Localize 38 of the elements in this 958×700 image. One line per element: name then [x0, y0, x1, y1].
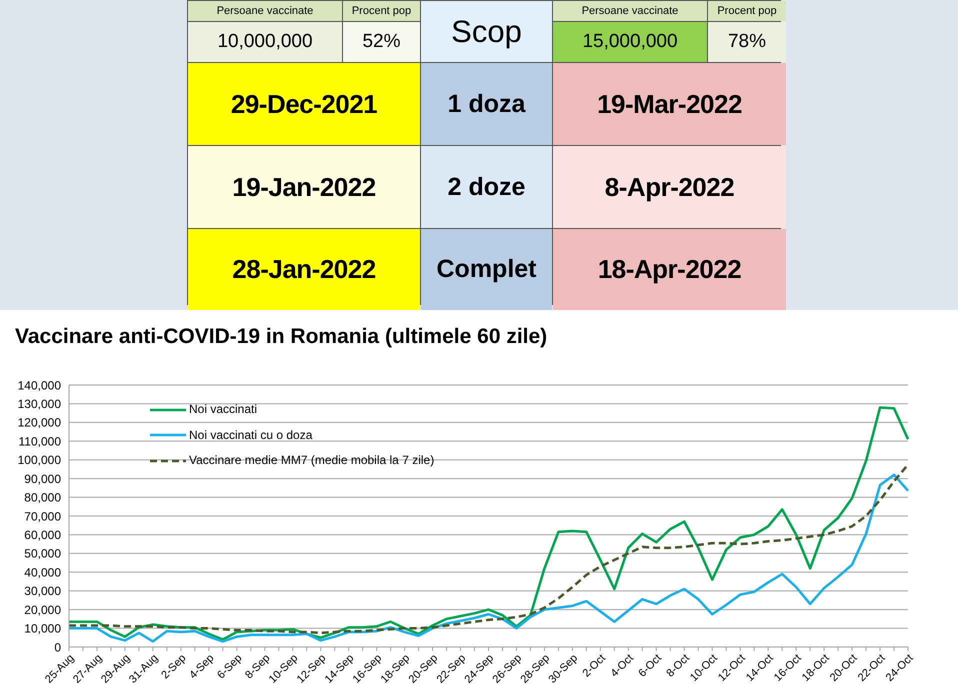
y-tick-label: 0 — [54, 640, 62, 654]
y-tick-label: 20,000 — [24, 602, 62, 617]
y-tick-label: 60,000 — [24, 528, 62, 542]
legend-label: Noi vaccinati cu o doza — [189, 426, 312, 444]
y-tick-label: 50,000 — [24, 546, 62, 561]
text: 52% — [362, 31, 401, 53]
text: Procent pop — [717, 5, 777, 17]
text: Persoane vaccinate — [582, 5, 678, 17]
y-tick-label: 120,000 — [18, 416, 62, 430]
y-tick-label: 70,000 — [24, 509, 62, 524]
text: 8-Apr-2022 — [604, 172, 734, 202]
text: Scop — [451, 14, 522, 50]
y-tick-label: 10,000 — [24, 622, 62, 636]
text: 28-Jan-2022 — [232, 254, 376, 285]
y-tick-label: 130,000 — [18, 396, 62, 411]
text: 1 doza — [448, 90, 526, 118]
y-tick-label: 140,000 — [18, 378, 62, 392]
legend-label: Vaccinare medie MM7 (medie mobila la 7 zile) — [189, 452, 434, 469]
y-tick-label: 100,000 — [18, 453, 62, 468]
text: Persoane vaccinate — [216, 5, 314, 17]
text: 29-Dec-2021 — [230, 88, 378, 120]
text: 2 doze — [448, 172, 526, 202]
y-tick-label: 30,000 — [24, 584, 62, 598]
text: 18-Apr-2022 — [598, 254, 742, 285]
text: Procent pop — [352, 5, 412, 17]
chart-title: Vaccinare anti-COVID-19 in Romania (ultimele 60 zile) — [15, 325, 548, 349]
text: 19-Jan-2022 — [232, 172, 376, 202]
y-tick-label: 40,000 — [24, 565, 62, 580]
text: 10,000,000 — [217, 31, 313, 53]
text: 15,000,000 — [582, 31, 678, 53]
legend-label: Noi vaccinati — [189, 401, 258, 418]
text: 78% — [728, 31, 766, 53]
y-tick-label: 80,000 — [24, 490, 62, 505]
text: 19-Mar-2022 — [597, 88, 742, 120]
y-tick-label: 90,000 — [24, 472, 62, 486]
y-tick-label: 110,000 — [18, 434, 62, 448]
line-series — [68, 406, 910, 641]
text: Complet — [436, 255, 536, 284]
